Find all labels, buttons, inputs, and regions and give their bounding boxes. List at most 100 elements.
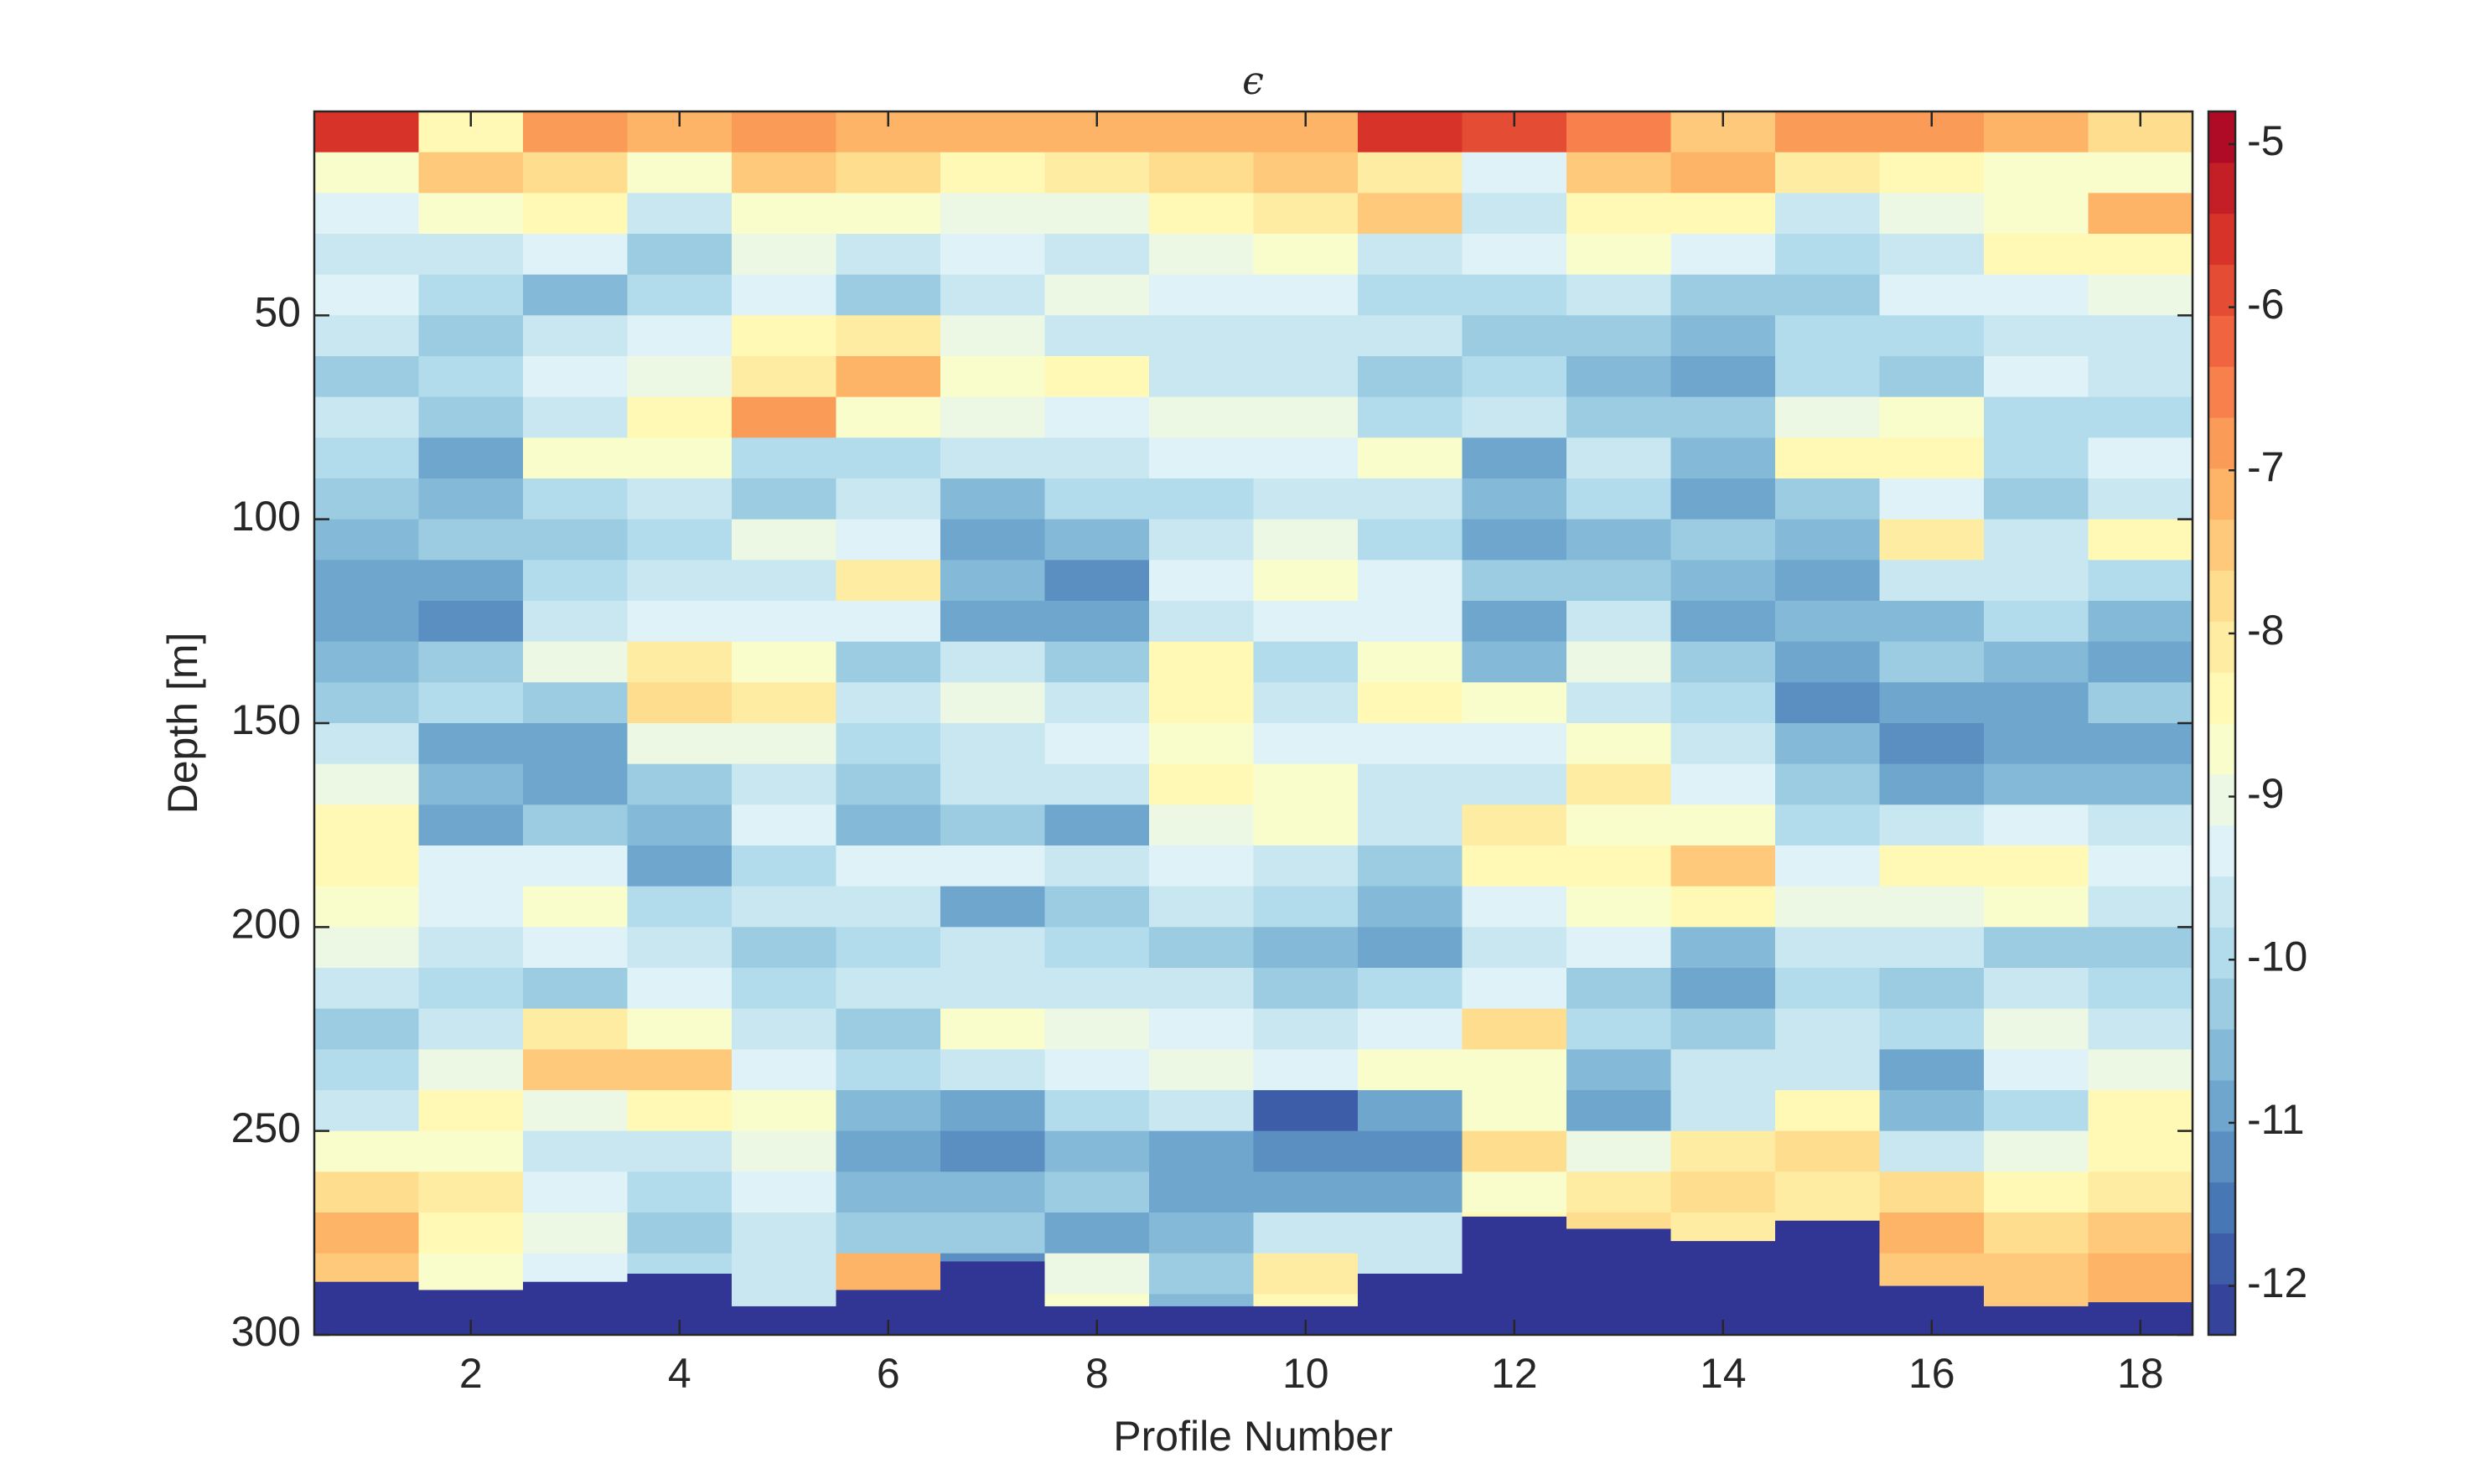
cell xyxy=(1984,1253,2089,1295)
cell xyxy=(1879,601,1985,643)
cell xyxy=(1044,478,1150,520)
cell xyxy=(627,396,733,438)
cell xyxy=(1149,1008,1255,1050)
cell xyxy=(836,478,941,520)
cell xyxy=(1879,641,1985,683)
cell xyxy=(314,1130,420,1172)
cell xyxy=(1775,968,1881,1010)
colorbar-frame xyxy=(2207,110,2237,1337)
cell xyxy=(2088,927,2193,969)
cell xyxy=(1462,927,1567,969)
cell xyxy=(1879,1090,1985,1132)
colorbar-level xyxy=(2208,213,2235,266)
cell xyxy=(1253,193,1359,235)
cell xyxy=(1984,927,2089,969)
cell xyxy=(940,437,1046,479)
cell xyxy=(1984,111,2089,153)
cell xyxy=(1358,1090,1463,1132)
cell xyxy=(940,845,1046,887)
cell xyxy=(1253,152,1359,194)
cell xyxy=(1670,682,1776,724)
cell xyxy=(1670,478,1776,520)
cell xyxy=(1670,845,1776,887)
cell xyxy=(1984,1171,2089,1213)
cell xyxy=(1984,519,2089,561)
cell xyxy=(1879,968,1985,1010)
cell xyxy=(1462,968,1567,1010)
cell xyxy=(732,437,837,479)
cell xyxy=(627,723,733,765)
cell xyxy=(1670,315,1776,357)
cell xyxy=(1879,437,1985,479)
cell xyxy=(1566,1008,1672,1050)
cell xyxy=(523,396,629,438)
cell xyxy=(1984,1130,2089,1172)
cell xyxy=(1358,886,1463,928)
cell xyxy=(627,1008,733,1050)
cell xyxy=(1358,968,1463,1010)
cell xyxy=(940,356,1046,398)
cell xyxy=(1775,763,1881,805)
cell xyxy=(1253,478,1359,520)
cell xyxy=(1566,927,1672,969)
cell xyxy=(1253,601,1359,643)
cell xyxy=(1566,1130,1672,1172)
cell xyxy=(1149,927,1255,969)
cell xyxy=(1044,1253,1150,1295)
x-tick-label: 4 xyxy=(668,1350,691,1397)
colorbar-level xyxy=(2208,621,2235,673)
cell xyxy=(1044,152,1150,194)
seafloor xyxy=(1358,1274,1463,1335)
cell xyxy=(1670,804,1776,846)
colorbar-level xyxy=(2208,1233,2235,1285)
cell xyxy=(1670,560,1776,602)
cell xyxy=(836,1090,941,1132)
cell xyxy=(523,968,629,1010)
cell xyxy=(1566,763,1672,805)
cell xyxy=(1358,641,1463,683)
cell xyxy=(523,1090,629,1132)
cell xyxy=(1775,234,1881,276)
cell xyxy=(2088,1171,2193,1213)
cell xyxy=(418,274,524,316)
cell xyxy=(418,927,524,969)
cell xyxy=(418,1253,524,1295)
cell xyxy=(1984,356,2089,398)
cell xyxy=(1253,1253,1359,1295)
cell xyxy=(627,1049,733,1091)
cell xyxy=(1984,601,2089,643)
cell xyxy=(732,111,837,153)
cell xyxy=(1879,1171,1985,1213)
cell xyxy=(940,886,1046,928)
cell xyxy=(732,1049,837,1091)
cell xyxy=(314,234,420,276)
seafloor xyxy=(732,1306,837,1335)
cell xyxy=(2088,478,2193,520)
cell xyxy=(314,356,420,398)
cell xyxy=(1358,274,1463,316)
cell xyxy=(1984,1008,2089,1050)
colorbar-level xyxy=(2208,927,2235,979)
cell xyxy=(1253,437,1359,479)
cell xyxy=(940,1171,1046,1213)
seafloor xyxy=(940,1261,1046,1335)
cell xyxy=(836,1171,941,1213)
cell xyxy=(1358,682,1463,724)
cell xyxy=(1984,152,2089,194)
cell xyxy=(523,234,629,276)
cell xyxy=(1775,845,1881,887)
cell xyxy=(1984,1090,2089,1132)
cell xyxy=(1358,804,1463,846)
cell xyxy=(1775,601,1881,643)
cell xyxy=(2088,682,2193,724)
cell xyxy=(1775,682,1881,724)
cell xyxy=(314,437,420,479)
cell xyxy=(523,845,629,887)
colorbar-tick-label: -8 xyxy=(2247,607,2284,654)
cell xyxy=(1984,641,2089,683)
cell xyxy=(2088,1213,2193,1254)
cell xyxy=(418,804,524,846)
cell xyxy=(1253,641,1359,683)
cell xyxy=(314,274,420,316)
